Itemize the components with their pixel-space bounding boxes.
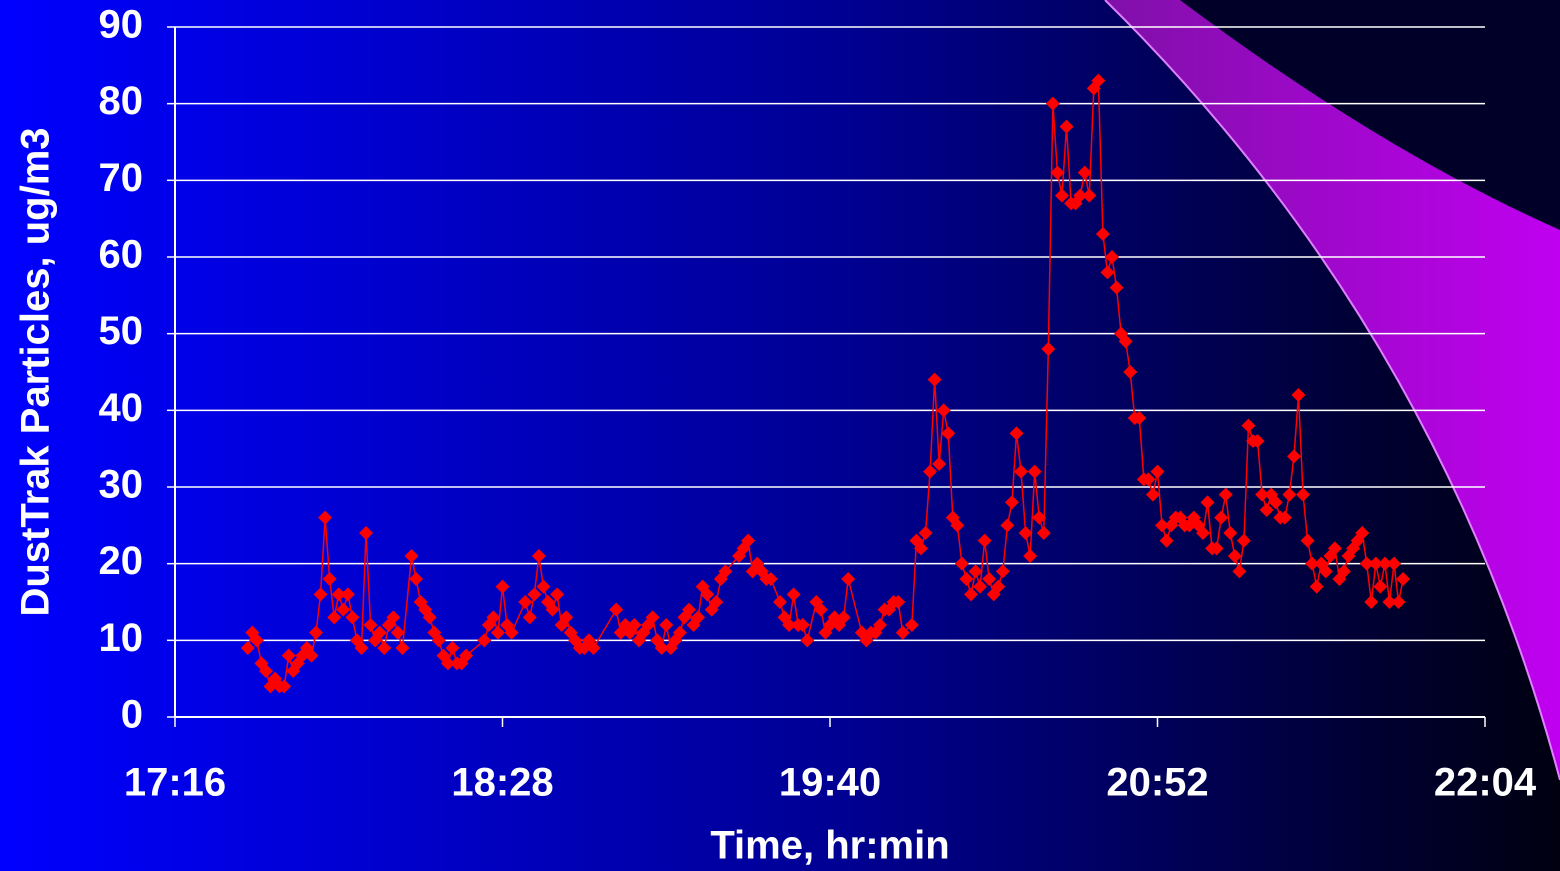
y-tick-label: 70 [99,156,144,200]
x-tick-label: 19:40 [779,761,881,805]
y-tick-label: 30 [99,463,144,507]
y-tick-label: 50 [99,309,144,353]
x-tick-label: 17:16 [124,761,226,805]
chart: 0 10 20 30 40 50 60 70 80 90 17:16 18:28 19:40 20:52 2… [0,0,1560,871]
x-tick-label: 22:04 [1434,761,1537,805]
y-tick-label: 90 [99,3,144,47]
x-tick-label: 20:52 [1106,761,1208,805]
y-tick-label: 40 [99,386,144,430]
y-tick-label: 80 [99,79,144,123]
y-tick-label: 60 [99,233,144,277]
x-axis-title: Time, hr:min [710,824,949,868]
y-axis-title: DustTrak Particles, ug/m3 [14,127,58,616]
x-tick-label: 18:28 [451,761,553,805]
y-tick-label: 20 [99,539,144,583]
y-tick-label: 0 [121,693,143,737]
y-tick-label: 10 [99,616,144,660]
